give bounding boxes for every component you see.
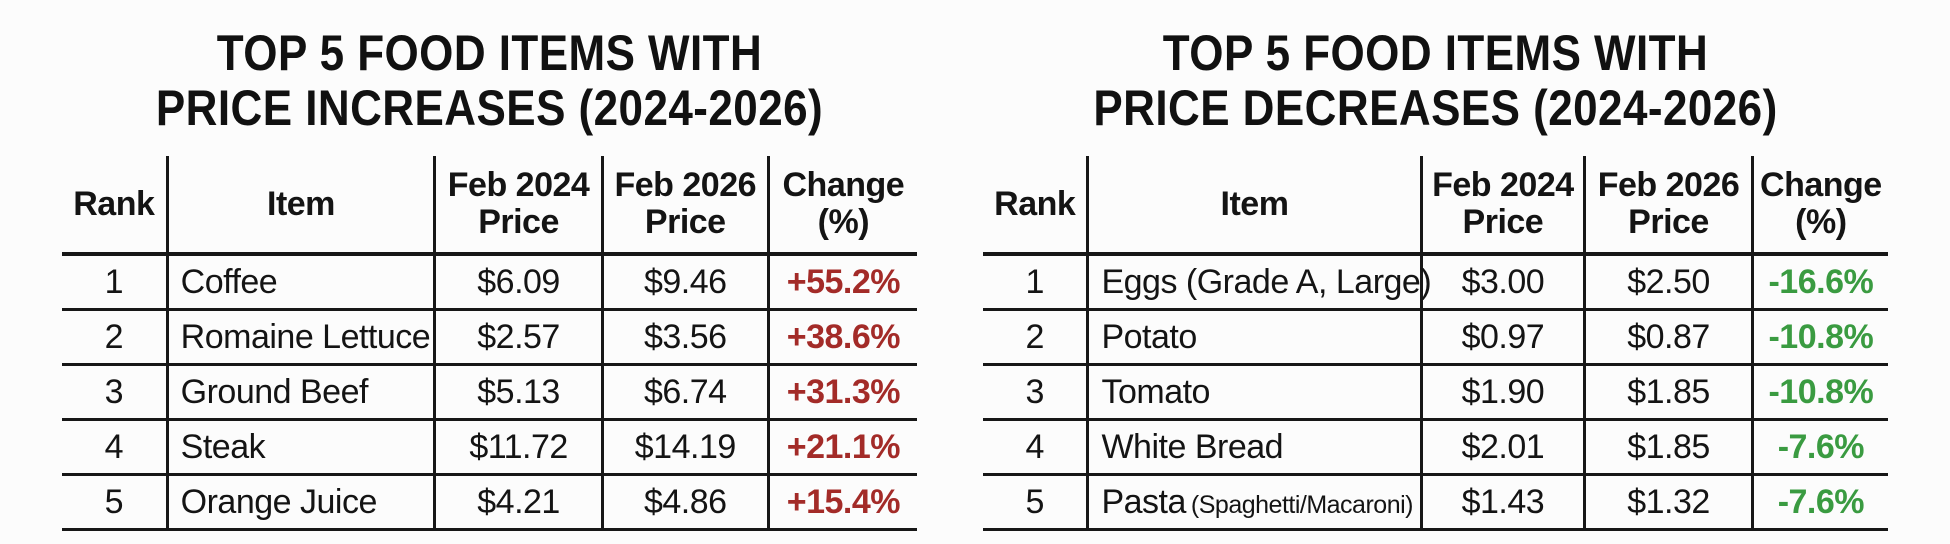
price-2026-cell: $1.32 — [1583, 473, 1754, 531]
percent-label: (%) — [1795, 203, 1847, 241]
decreases-title-line2: PRICE DECREASES (2024-2026) — [1093, 80, 1778, 136]
decreases-title-line1: TOP 5 FOOD ITEMS WITH — [1162, 25, 1709, 81]
change-label: Change — [1760, 166, 1882, 205]
item-cell: White Bread — [1086, 418, 1423, 476]
price-2026-cell: $4.86 — [600, 473, 770, 531]
rank-cell: 2 — [62, 308, 169, 366]
increases-col-change: Change (%) — [766, 156, 917, 256]
decreases-col-feb2024-price: Feb 2024 Price — [1419, 156, 1587, 256]
table-row: 1 Eggs (Grade A, Large) $3.00 $2.50 -16.… — [983, 252, 1888, 311]
price-2024-cell: $0.97 — [1419, 308, 1587, 366]
price-2026-cell: $0.87 — [1583, 308, 1754, 366]
rank-cell: 3 — [983, 363, 1090, 421]
change-cell: +15.4% — [766, 473, 917, 531]
price-2024-cell: $6.09 — [433, 252, 604, 311]
table-row: 4 Steak $11.72 $14.19 +21.1% — [62, 418, 917, 476]
change-cell: -16.6% — [1750, 252, 1888, 311]
table-row: 2 Romaine Lettuce $2.57 $3.56 +38.6% — [62, 308, 917, 366]
panel-price-increases: TOP 5 FOOD ITEMS WITH PRICE INCREASES (2… — [62, 26, 917, 531]
rank-cell: 1 — [62, 252, 169, 311]
feb2024-label: Feb 2024 — [1432, 166, 1574, 205]
decreases-title: TOP 5 FOOD ITEMS WITH PRICE DECREASES (2… — [1037, 26, 1833, 136]
item-cell: Ground Beef — [165, 363, 437, 421]
decreases-col-item: Item — [1086, 156, 1423, 256]
price-label: Price — [1628, 203, 1709, 241]
decreases-col-rank: Rank — [983, 156, 1090, 256]
item-cell: Tomato — [1086, 363, 1423, 421]
item-cell: Coffee — [165, 252, 437, 311]
price-2024-cell: $2.57 — [433, 308, 604, 366]
price-2026-cell: $3.56 — [600, 308, 770, 366]
price-2026-cell: $14.19 — [600, 418, 770, 476]
price-label: Price — [1462, 203, 1544, 241]
decreases-table: Rank Item Feb 2024 Price Feb 2026 Price … — [983, 156, 1888, 531]
price-2024-cell: $1.43 — [1419, 473, 1587, 531]
item-cell: Steak — [165, 418, 437, 476]
item-cell: Romaine Lettuce — [165, 308, 437, 366]
price-2026-cell: $1.85 — [1583, 363, 1754, 421]
price-2024-cell: $4.21 — [433, 473, 604, 531]
price-2026-cell: $9.46 — [600, 252, 770, 311]
feb2026-label: Feb 2026 — [1597, 166, 1740, 205]
increases-header-row: Rank Item Feb 2024 Price Feb 2026 Price … — [62, 156, 917, 256]
feb2026-label: Feb 2026 — [614, 166, 757, 205]
increases-col-feb2024-price: Feb 2024 Price — [433, 156, 604, 256]
change-cell: +38.6% — [766, 308, 917, 366]
increases-title-line1: TOP 5 FOOD ITEMS WITH — [216, 25, 763, 81]
item-cell: Orange Juice — [165, 473, 437, 531]
table-row: 5 Pasta (Spaghetti/Macaroni) $1.43 $1.32 … — [983, 473, 1888, 531]
table-row: 3 Ground Beef $5.13 $6.74 +31.3% — [62, 363, 917, 421]
rank-cell: 1 — [983, 252, 1090, 311]
table-row: 5 Orange Juice $4.21 $4.86 +15.4% — [62, 473, 917, 531]
item-label: Pasta — [1101, 482, 1186, 521]
decreases-col-feb2026-price: Feb 2026 Price — [1583, 156, 1754, 256]
change-label: Change — [782, 166, 905, 205]
change-cell: +21.1% — [766, 418, 917, 476]
decreases-col-change: Change (%) — [1750, 156, 1888, 256]
item-cell: Potato — [1086, 308, 1423, 366]
price-2024-cell: $1.90 — [1419, 363, 1587, 421]
price-label: Price — [644, 203, 726, 241]
table-row: 3 Tomato $1.90 $1.85 -10.8% — [983, 363, 1888, 421]
price-label: Price — [478, 203, 559, 241]
price-2026-cell: $2.50 — [1583, 252, 1754, 311]
increases-title: TOP 5 FOOD ITEMS WITH PRICE INCREASES (2… — [113, 26, 865, 136]
price-2026-cell: $6.74 — [600, 363, 770, 421]
change-cell: -10.8% — [1750, 363, 1888, 421]
table-row: 2 Potato $0.97 $0.87 -10.8% — [983, 308, 1888, 366]
item-cell: Eggs (Grade A, Large) — [1086, 252, 1432, 311]
rank-cell: 5 — [983, 473, 1090, 531]
increases-col-rank: Rank — [62, 156, 169, 256]
price-2024-cell: $11.72 — [433, 418, 604, 476]
change-cell: -7.6% — [1750, 418, 1888, 476]
increases-col-feb2026-price: Feb 2026 Price — [600, 156, 770, 256]
change-cell: +55.2% — [766, 252, 917, 311]
price-2024-cell: $5.13 — [433, 363, 604, 421]
change-cell: -10.8% — [1750, 308, 1888, 366]
change-cell: +31.3% — [766, 363, 917, 421]
table-row: 4 White Bread $2.01 $1.85 -7.6% — [983, 418, 1888, 476]
feb2024-label: Feb 2024 — [447, 166, 590, 205]
increases-title-line2: PRICE INCREASES (2024-2026) — [155, 80, 824, 136]
table-row: 1 Coffee $6.09 $9.46 +55.2% — [62, 252, 917, 311]
rank-cell: 5 — [62, 473, 169, 531]
increases-col-item: Item — [165, 156, 437, 256]
rank-cell: 2 — [983, 308, 1090, 366]
price-2024-cell: $2.01 — [1419, 418, 1587, 476]
price-2024-cell: $3.00 — [1419, 252, 1587, 311]
panel-price-decreases: TOP 5 FOOD ITEMS WITH PRICE DECREASES (2… — [983, 26, 1888, 531]
item-cell: Pasta (Spaghetti/Macaroni) — [1086, 473, 1423, 531]
percent-label: (%) — [817, 203, 870, 241]
item-note: (Spaghetti/Macaroni) — [1190, 490, 1414, 519]
rank-cell: 4 — [62, 418, 169, 476]
change-cell: -7.6% — [1750, 473, 1888, 531]
price-2026-cell: $1.85 — [1583, 418, 1754, 476]
increases-table: Rank Item Feb 2024 Price Feb 2026 Price … — [62, 156, 917, 531]
rank-cell: 3 — [62, 363, 169, 421]
rank-cell: 4 — [983, 418, 1090, 476]
decreases-header-row: Rank Item Feb 2024 Price Feb 2026 Price … — [983, 156, 1888, 256]
